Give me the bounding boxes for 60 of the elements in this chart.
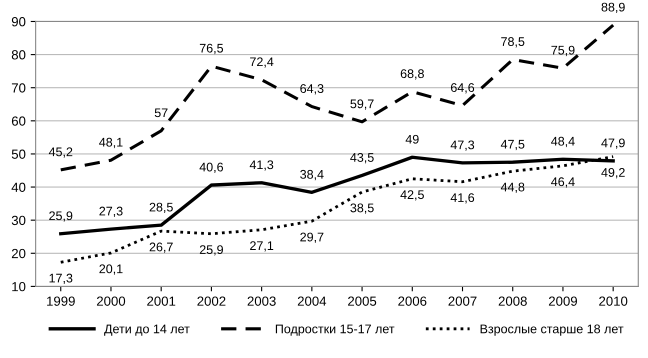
data-label: 20,1 (99, 264, 123, 275)
data-label: 25,9 (49, 211, 72, 222)
data-label: 57 (154, 108, 168, 118)
data-label: 44,8 (500, 182, 524, 193)
y-tick-label: 40 (12, 182, 26, 192)
legend-label: Дети до 14 лет (104, 324, 190, 336)
data-label: 64,6 (450, 83, 474, 94)
y-tick-label: 30 (12, 216, 26, 226)
x-tick-label: 2000 (96, 296, 126, 306)
data-label: 29,7 (300, 232, 324, 243)
data-label: 88,9 (602, 2, 625, 14)
x-tick-label: 2003 (248, 296, 276, 306)
data-label: 27,1 (250, 241, 274, 252)
data-label: 47,5 (500, 140, 524, 150)
data-label: 68,8 (400, 69, 424, 80)
data-label: 47,3 (450, 140, 474, 151)
x-tick-label: 2002 (197, 296, 226, 306)
data-label: 46,4 (551, 177, 575, 188)
y-tick-label: 60 (12, 116, 26, 126)
y-tick-label: 50 (12, 150, 26, 159)
legend-label: Подростки 15-17 лет (276, 324, 394, 336)
data-label: 72,4 (250, 57, 274, 68)
y-tick-label: 10 (12, 282, 26, 292)
data-label: 25,9 (200, 245, 223, 256)
data-label: 40,6 (200, 162, 224, 173)
data-label: 49,2 (601, 168, 625, 178)
data-label: 38,4 (300, 170, 324, 180)
data-label: 45,2 (48, 147, 72, 158)
x-tick-label: 2009 (548, 296, 577, 306)
data-label: 41,6 (450, 193, 474, 204)
data-label: 76,5 (200, 44, 224, 54)
data-label: 48,4 (551, 136, 575, 148)
data-label: 75,9 (551, 46, 575, 56)
x-tick-label: 2004 (298, 296, 326, 306)
data-label: 43,5 (350, 153, 374, 164)
y-tick-label: 70 (12, 83, 26, 93)
data-label: 17,3 (50, 274, 72, 284)
x-tick-label: 2001 (147, 296, 176, 306)
data-label: 64,3 (300, 84, 324, 94)
x-tick-label: 2010 (599, 296, 628, 306)
data-label: 47,9 (601, 138, 625, 149)
y-tick-label: 80 (12, 50, 26, 60)
data-label: 78,5 (501, 37, 524, 48)
y-tick-label: 20 (12, 248, 26, 258)
data-label: 41,3 (250, 160, 274, 171)
legend-label: Взрослые старше 18 лет (480, 324, 624, 336)
data-label: 27,3 (99, 206, 123, 218)
data-label: 26,7 (150, 242, 173, 253)
y-tick-label: 90 (12, 17, 26, 26)
data-label: 28,5 (150, 202, 173, 214)
x-tick-label: 2005 (348, 296, 376, 306)
data-label: 49 (406, 134, 419, 144)
x-tick-label: 2007 (448, 296, 477, 306)
data-label: 42,5 (400, 190, 424, 201)
x-tick-label: 1999 (47, 296, 75, 306)
data-label: 59,7 (350, 99, 374, 110)
x-tick-label: 2008 (498, 296, 527, 306)
data-label: 48,1 (99, 138, 123, 148)
x-tick-label: 2006 (398, 296, 426, 306)
data-label: 38,5 (350, 203, 374, 214)
